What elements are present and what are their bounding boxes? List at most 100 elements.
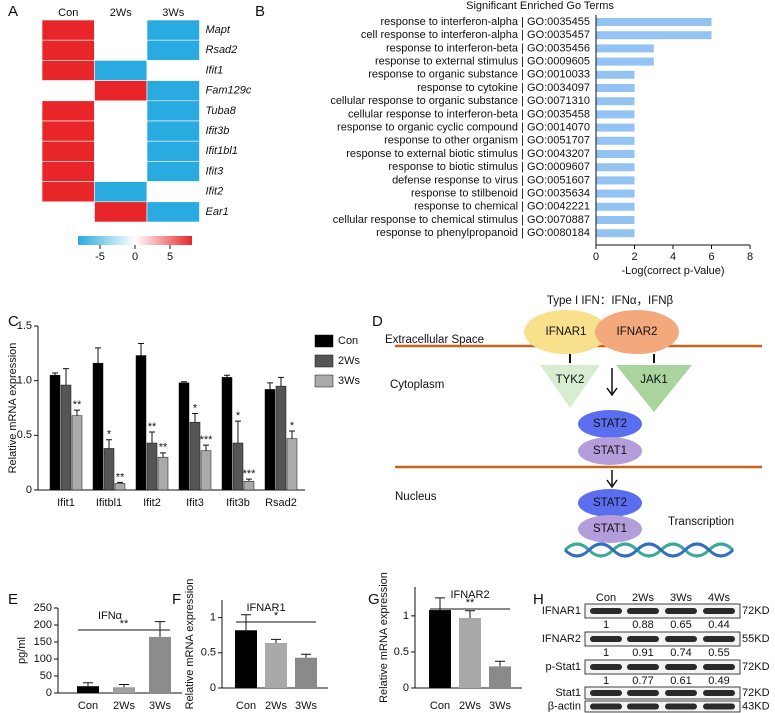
lane-label: 4Ws: [708, 592, 731, 604]
bar: [178, 382, 190, 491]
ligand-label: Type I IFN：IFNα，IFNβ: [547, 295, 674, 307]
y-tick-label: 0.5: [17, 429, 32, 441]
quantification-label: 0.88: [632, 619, 653, 631]
blot-band: [665, 664, 697, 670]
significance-label: **: [73, 399, 82, 411]
significance-label: ***: [243, 468, 257, 480]
heatmap-cell: [94, 181, 148, 203]
blot-band: [590, 690, 622, 696]
heatmap-cell: [41, 120, 95, 142]
bar: [113, 687, 135, 693]
dna: [563, 542, 735, 558]
bar: [596, 176, 635, 185]
y-tick-label: 0: [46, 687, 52, 699]
blot-band: [703, 664, 735, 670]
bar: [232, 442, 244, 491]
blot-band: [665, 636, 697, 642]
bar: [92, 362, 104, 491]
x-tick-label: 4: [670, 251, 676, 263]
heatmap-cell: [146, 60, 200, 81]
error-bar: [106, 439, 112, 449]
y-tick-label: 50: [40, 670, 52, 682]
y-tick-label: cellular response to interferon-beta | G…: [348, 108, 590, 120]
error-bar: [435, 597, 445, 611]
panel-label: D: [372, 313, 383, 330]
row-label: Ifit3: [206, 165, 225, 177]
heatmap-cell: [146, 161, 200, 182]
significance-label: **: [120, 618, 129, 630]
y-tick-label: cellular response to chemical stimulus |…: [333, 214, 590, 226]
blot-band: [627, 690, 659, 696]
y-tick-label: 250: [34, 602, 52, 614]
y-tick-label: cell response to interferon-alpha | GO:0…: [361, 29, 590, 41]
bar: [149, 636, 171, 693]
error-bar: [278, 376, 284, 387]
bar: [286, 438, 298, 491]
y-tick-label: 0.5: [394, 646, 409, 658]
x-tick-label: Ifit2: [143, 497, 161, 509]
colorbar-tick-label: 5: [167, 251, 173, 263]
quantification-label: 0.65: [670, 619, 691, 631]
panel-label: A: [8, 3, 18, 20]
column-label: 3Ws: [162, 7, 185, 19]
row-label: Mapt: [206, 24, 231, 36]
legend-label: 2Ws: [338, 355, 361, 367]
x-tick-label: 2: [631, 251, 637, 263]
protein: [578, 489, 642, 517]
lane-label: 3Ws: [670, 592, 693, 604]
heatmap-cell: [146, 100, 200, 122]
compartment-label: Cytoplasm: [390, 379, 444, 391]
bar: [103, 448, 115, 491]
bar: [596, 163, 635, 172]
bar: [71, 415, 83, 491]
size-label: 72KD: [742, 605, 770, 617]
row-label: IFNAR2: [542, 633, 581, 645]
bar: [596, 189, 635, 198]
y-tick-label: defense response to virus | GO:0051607: [392, 174, 590, 186]
row-label: Stat1: [555, 687, 581, 699]
lane-label: 2Ws: [632, 592, 655, 604]
y-tick-label: response to other organism | GO:0051707: [384, 135, 590, 147]
blot-band: [627, 636, 659, 642]
y-tick-label: response to cytokine | GO:0034097: [417, 82, 590, 94]
error-bar: [83, 682, 93, 687]
y-tick-label: response to phenylpropanoid | GO:0080184: [376, 227, 590, 239]
y-tick-label: response to organic cyclic compound | GO…: [337, 122, 590, 134]
blot-band: [665, 608, 697, 614]
bar: [146, 442, 158, 491]
x-tick-label: Con: [430, 700, 450, 712]
panel-label: F: [172, 591, 181, 608]
x-tick-label: 8: [747, 251, 753, 263]
output-label: Transcription: [668, 516, 734, 528]
x-tick-label: Con: [236, 700, 256, 712]
y-tick-label: response to chemical | GO:0042221: [414, 201, 590, 213]
panel-label: G: [368, 591, 380, 608]
x-tick-label: Ifit3b: [226, 497, 250, 509]
receptor: [524, 310, 608, 354]
panel-label: B: [255, 3, 265, 20]
blot-band: [627, 664, 659, 670]
y-tick-label: 200: [34, 619, 52, 631]
row-label: Tuba8: [206, 105, 237, 117]
row-label: Rsad2: [206, 44, 238, 56]
heatmap-cell: [41, 100, 95, 122]
y-tick-label: 0: [26, 484, 32, 496]
error-bar: [52, 372, 58, 376]
bar: [596, 44, 654, 53]
error-bar: [224, 374, 230, 378]
significance-label: ***: [200, 434, 214, 446]
blot-frame: [584, 686, 741, 700]
error-bar: [192, 412, 198, 423]
heatmap-cell: [94, 201, 148, 223]
bar: [596, 57, 654, 66]
panel-label: H: [533, 591, 544, 608]
heatmap-cell: [146, 181, 200, 203]
bar: [596, 216, 635, 224]
quantification-label: 0.55: [708, 647, 729, 659]
bar: [189, 421, 201, 491]
x-tick-label: 2Ws: [265, 700, 288, 712]
bar: [596, 202, 635, 211]
significance-label: *: [290, 420, 295, 432]
bar: [596, 31, 712, 40]
bar: [157, 456, 169, 491]
